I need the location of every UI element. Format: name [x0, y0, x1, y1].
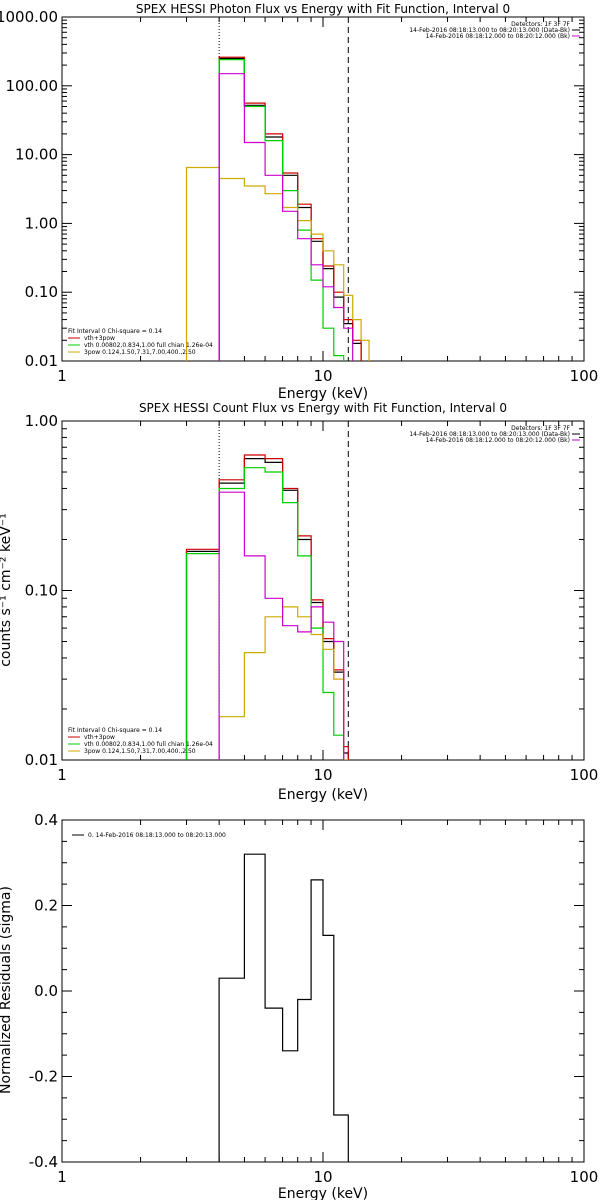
x-tick-label: 10: [313, 1168, 332, 1186]
series-data-bk: [185, 458, 349, 760]
fit-interval-label: Fit Interval 0 Chi-square = 0.14: [68, 727, 162, 734]
legend-label: vth 0.00802,0.834,1.00 full chian 1.26e-…: [84, 741, 213, 748]
chart-title: SPEX HESSI Count Flux vs Energy with Fit…: [139, 401, 507, 415]
series-vth-3pow: [218, 56, 362, 361]
x-tick-label: 100: [570, 367, 599, 385]
legend-label: vth+3pow: [84, 734, 115, 741]
y-tick-label: 1000.00: [0, 8, 58, 26]
info-line: 14-Feb-2016 08:18:12.000 to 08:20:12.000…: [426, 437, 570, 444]
y-tick-label: 0.10: [25, 582, 58, 600]
y-tick-label: 1.00: [25, 214, 58, 232]
x-tick-label: 10: [313, 766, 332, 784]
legend-label: vth+3pow: [84, 335, 115, 342]
series-vth: [185, 467, 349, 760]
info-line: Detectors: 1F 3F 7F: [511, 425, 570, 432]
y-tick-label: 0.0: [34, 982, 58, 1000]
series-bk: [218, 73, 354, 361]
y-tick-label: 0.01: [25, 751, 58, 769]
series-0-14-feb-2016-08-18-13-000-to-08-20-13-000: [218, 853, 349, 1162]
info-line: 14-Feb-2016 08:18:12.000 to 08:20:12.000…: [426, 33, 570, 40]
plot-frame: [61, 819, 585, 1163]
y-tick-label: 0.2: [34, 897, 58, 915]
x-tick-label: 1: [57, 766, 67, 784]
legend-label: vth 0.00802,0.834,1.00 full chian 1.26e-…: [84, 342, 213, 349]
y-axis-label: counts s⁻¹ cm⁻² keV⁻¹: [0, 513, 14, 667]
y-tick-label: 0.01: [25, 352, 58, 370]
series-vth: [218, 59, 345, 361]
y-tick-label: 10.00: [15, 146, 58, 164]
chart-panel-1: SPEX HESSI Photon Flux vs Energy with Fi…: [0, 2, 598, 402]
plot-frame: [61, 420, 585, 761]
x-tick-label: 1: [57, 367, 67, 385]
y-tick-label: 1.00: [25, 412, 58, 430]
y-tick-label: -0.4: [29, 1153, 58, 1171]
legend-label: 3pow 0.124,1.50,7.31,7.00,400.,2.50: [84, 748, 196, 755]
chart-panel-3: 1 10 100 Energy (keV) 0.4 0.2 0.0 -0.2 -0.4 Norma…: [0, 811, 598, 1200]
info-line: 14-Feb-2016 08:18:13.000 to 08:20:13.000…: [409, 27, 570, 34]
series-bk: [218, 491, 345, 760]
y-tick-label: -0.2: [29, 1068, 58, 1086]
x-tick-label: 10: [313, 367, 332, 385]
fit-interval-label: Fit Interval 0 Chi-square = 0.14: [68, 328, 162, 335]
x-tick-label: 100: [570, 766, 599, 784]
x-tick-label: 1: [57, 1168, 67, 1186]
x-axis-label: Energy (keV): [278, 787, 368, 803]
x-tick-label: 100: [570, 1168, 599, 1186]
y-tick-label: 100.00: [6, 77, 59, 95]
series-3pow: [218, 606, 349, 760]
info-line: Detectors: 1F 3F 7F: [511, 21, 570, 28]
chart-title: SPEX HESSI Photon Flux vs Energy with Fi…: [136, 2, 510, 16]
legend-label: 0. 14-Feb-2016 08:18:13.000 to 08:20:13.…: [88, 832, 226, 839]
y-axis-label: Normalized Residuals (sigma): [0, 886, 14, 1094]
x-axis-label: Energy (keV): [278, 1186, 368, 1200]
chart-panel-2: SPEX HESSI Count Flux vs Energy with Fit…: [0, 401, 598, 803]
info-line: 14-Feb-2016 08:18:13.000 to 08:20:13.000…: [409, 431, 570, 438]
x-axis-label: Energy (keV): [278, 386, 368, 402]
series-3pow: [185, 166, 370, 361]
series-vth-3pow: [185, 454, 349, 760]
y-tick-label: 0.4: [34, 811, 58, 829]
legend-label: 3pow 0.124,1.50,7.31,7.00,400.,2.50: [84, 349, 196, 356]
series-data-bk: [218, 57, 362, 361]
y-tick-label: 0.10: [25, 283, 58, 301]
